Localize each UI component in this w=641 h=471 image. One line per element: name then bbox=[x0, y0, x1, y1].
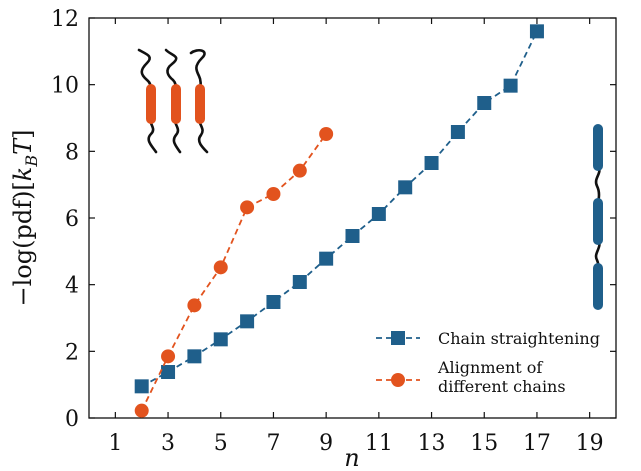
series-1-point bbox=[319, 251, 334, 266]
x-axis-label: n bbox=[344, 444, 359, 471]
series-2-point bbox=[161, 349, 176, 364]
series-1-point bbox=[371, 207, 386, 221]
series-2-point bbox=[319, 127, 334, 141]
x-tick-label: 5 bbox=[214, 431, 228, 456]
chain-link-1 bbox=[594, 164, 601, 205]
series-1-point bbox=[213, 332, 228, 347]
x-tick-label: 7 bbox=[266, 431, 280, 456]
y-tick-label: 6 bbox=[65, 207, 79, 232]
series-2-point bbox=[134, 403, 149, 418]
series-1-point bbox=[266, 295, 281, 309]
series-1-point bbox=[398, 180, 413, 195]
y-tick-label: 4 bbox=[65, 274, 79, 299]
series-1-point bbox=[503, 78, 518, 93]
aligned-chains-illustration bbox=[137, 48, 209, 154]
y-tick-label: 10 bbox=[51, 74, 79, 99]
series-1-point bbox=[134, 379, 149, 394]
x-tick-label: 19 bbox=[576, 431, 604, 456]
series-2-point bbox=[266, 187, 281, 201]
y-tick-label: 12 bbox=[51, 7, 79, 32]
x-axis-ticks: 1 3 5 7 9 11 13 15 17 19 bbox=[108, 18, 604, 456]
series-1-line bbox=[141, 30, 538, 388]
legend-marker-series-2 bbox=[391, 373, 405, 387]
series-2-line bbox=[140, 133, 327, 412]
series-1-point bbox=[450, 125, 465, 139]
y-tick-label: 2 bbox=[65, 340, 79, 365]
series-1-point bbox=[477, 96, 492, 110]
y-axis-label-sub: B bbox=[22, 155, 41, 168]
x-tick-label: 17 bbox=[523, 431, 551, 456]
y-axis-label-T: T bbox=[9, 137, 37, 155]
series-1-point bbox=[240, 314, 255, 329]
series-2-point bbox=[292, 163, 307, 178]
series-1-point bbox=[529, 24, 544, 39]
series-1-point bbox=[345, 229, 360, 243]
series-1 bbox=[134, 24, 544, 394]
x-tick-label: 11 bbox=[365, 431, 393, 456]
legend: Chain straightening Alignment of differen… bbox=[376, 329, 600, 396]
x-tick-label: 3 bbox=[161, 431, 175, 456]
series-1-point bbox=[292, 275, 307, 289]
legend-label-series-2: Alignment of different chains bbox=[437, 358, 566, 396]
legend-label-series-1: Chain straightening bbox=[438, 329, 600, 348]
y-axis-label-k: k bbox=[9, 167, 37, 182]
series-2 bbox=[134, 127, 334, 418]
x-tick-label: 15 bbox=[470, 431, 498, 456]
series-1-point bbox=[187, 349, 202, 364]
straightened-chain-illustration bbox=[593, 124, 603, 310]
y-tick-label: 0 bbox=[65, 407, 79, 432]
legend-label-series-2-line-2: different chains bbox=[438, 377, 566, 396]
series-layer bbox=[134, 24, 544, 418]
y-axis-ticks: 0 2 4 6 8 10 12 bbox=[51, 7, 616, 432]
y-axis-label-suffix: ] bbox=[9, 130, 37, 139]
series-2-point bbox=[187, 298, 202, 313]
x-tick-label: 9 bbox=[319, 431, 333, 456]
x-tick-label: 1 bbox=[108, 431, 122, 456]
series-2-point bbox=[213, 260, 228, 275]
x-tick-label: 13 bbox=[418, 431, 446, 456]
legend-marker-series-1 bbox=[391, 331, 405, 345]
series-1-point bbox=[161, 365, 176, 379]
series-1-point bbox=[424, 156, 439, 170]
y-tick-label: 8 bbox=[65, 140, 79, 165]
y-axis-label-prefix: −log(pdf)[ bbox=[9, 181, 37, 306]
series-2-point bbox=[240, 200, 255, 215]
y-axis-label: −log(pdf)[kBT] bbox=[9, 130, 41, 307]
legend-label-series-2-line-1: Alignment of bbox=[437, 358, 543, 377]
